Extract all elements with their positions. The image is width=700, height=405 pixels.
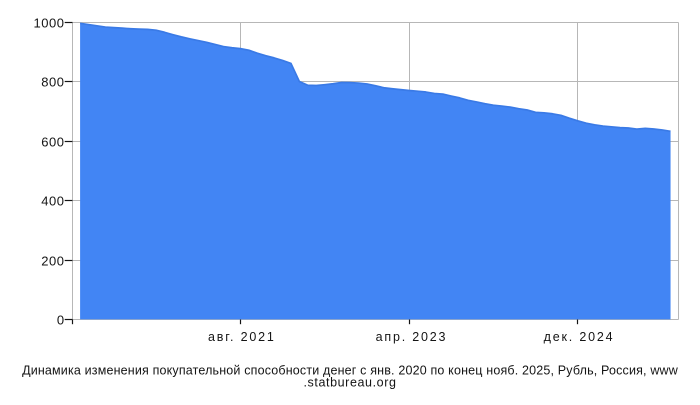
svg-text:апр. 2023: апр. 2023 [376,330,448,344]
svg-text:Динамика изменения покупательн: Динамика изменения покупательной способн… [22,363,679,377]
svg-text:200: 200 [41,253,64,268]
svg-text:авг. 2021: авг. 2021 [208,330,276,344]
svg-text:800: 800 [41,74,64,89]
svg-text:600: 600 [41,134,64,149]
svg-text:400: 400 [41,193,64,208]
svg-text:1000: 1000 [33,15,64,30]
svg-text:дек. 2024: дек. 2024 [544,330,615,344]
svg-text:.statbureau.org: .statbureau.org [303,375,396,389]
svg-text:0: 0 [57,312,65,327]
